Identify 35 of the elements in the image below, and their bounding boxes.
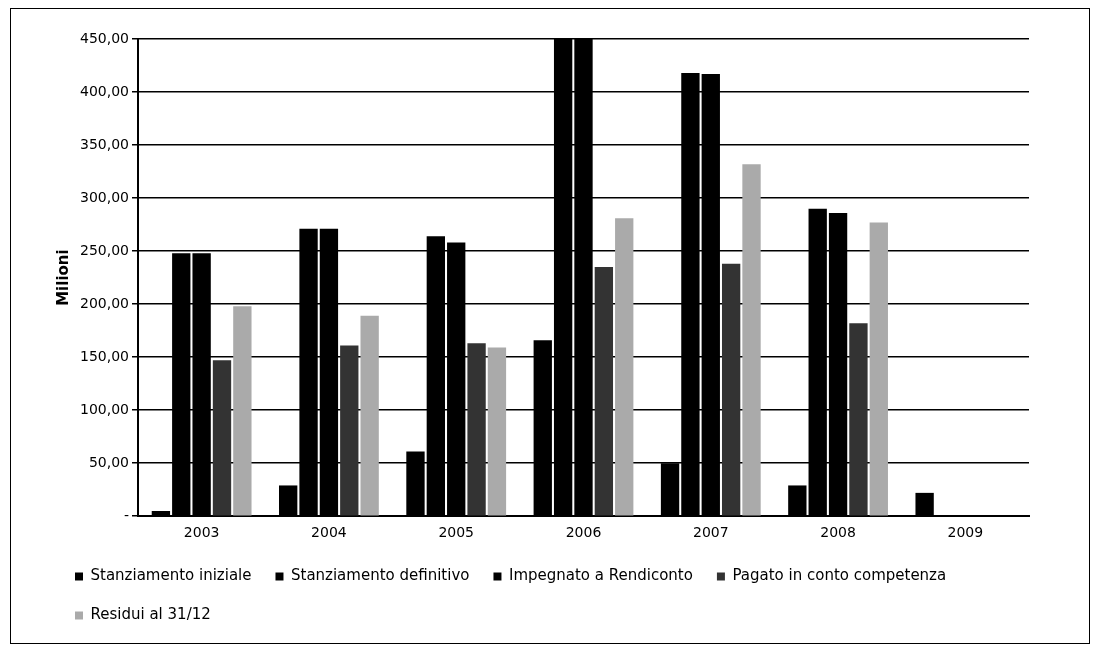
bar: [594, 267, 614, 516]
y-tick-label: 150,00: [79, 347, 129, 364]
x-tick-label: 2004: [311, 524, 347, 541]
x-tick-label: 2008: [820, 524, 856, 541]
x-tick-label: 2003: [183, 524, 220, 541]
y-tick-label: 400,00: [79, 82, 129, 99]
y-tick-label: 250,00: [79, 241, 129, 258]
y-tick-label: 100,00: [79, 400, 129, 417]
legend-label: Residui al 31/12: [90, 605, 211, 624]
bar: [721, 263, 741, 516]
y-tick-label: 50,00: [88, 453, 129, 470]
bar: [869, 222, 888, 516]
y-tick-label: 350,00: [79, 135, 129, 152]
bar: [615, 218, 634, 516]
y-axis-title: Milioni: [53, 249, 72, 306]
bar: [360, 315, 379, 516]
x-tick-label: 2009: [947, 524, 984, 541]
bar: [849, 323, 868, 516]
bar: [212, 360, 232, 516]
y-tick-label: 450,00: [79, 29, 129, 46]
bar: [467, 343, 486, 516]
y-tick-label: 300,00: [79, 188, 129, 205]
legend-label: Stanziamento iniziale: [90, 566, 252, 585]
y-tick-label: 200,00: [79, 294, 129, 311]
y-tick-label: -: [123, 506, 129, 523]
x-tick-label: 2007: [692, 524, 729, 541]
legend-label: Stanziamento definitivo: [290, 566, 470, 585]
legend-label: Impegnato a Rendiconto: [508, 566, 693, 585]
bar: [233, 306, 252, 516]
bar: [487, 347, 507, 516]
bar: [742, 164, 761, 516]
x-tick-label: 2005: [438, 524, 475, 541]
bar: [340, 345, 359, 516]
x-tick-label: 2006: [565, 524, 602, 541]
legend-label: Pagato in conto competenza: [732, 566, 947, 585]
